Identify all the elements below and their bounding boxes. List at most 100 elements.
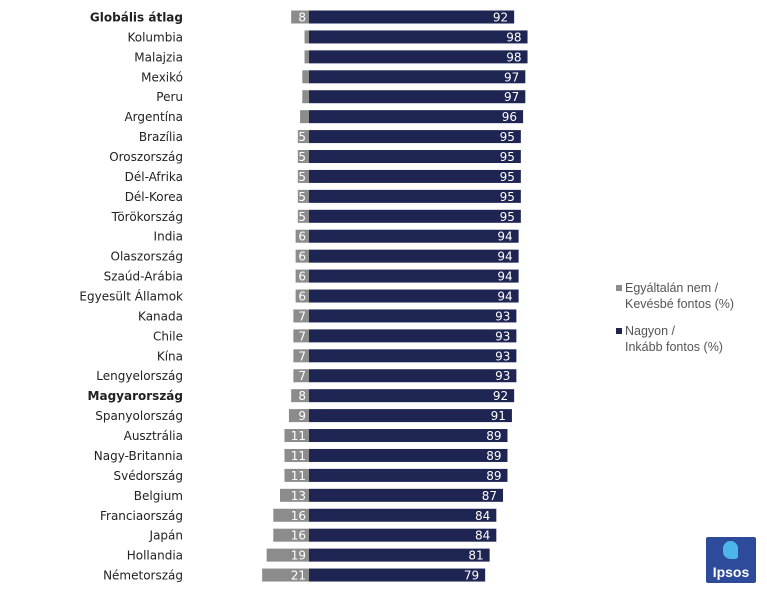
value-label-not-important-brazília: 5 xyxy=(298,130,306,144)
value-label-not-important-japán: 16 xyxy=(291,529,306,543)
bar-important-egyesült-államok xyxy=(309,289,519,303)
value-label-important-franciaország: 84 xyxy=(475,509,490,523)
value-label-important-hollandia: 81 xyxy=(468,549,483,563)
bar-important-svédország xyxy=(309,468,508,482)
category-label-magyarország: Magyarország xyxy=(88,389,183,403)
bar-not-important-kolumbia xyxy=(304,30,309,44)
category-label-nagy-britannia: Nagy-Britannia xyxy=(94,449,183,463)
value-label-not-important-németország: 21 xyxy=(291,569,306,583)
bar-important-olaszország xyxy=(309,249,519,263)
bar-important-hollandia xyxy=(309,548,490,562)
category-label-ausztrália: Ausztrália xyxy=(124,429,183,443)
legend-swatch-gray xyxy=(616,285,622,291)
category-label-kolumbia: Kolumbia xyxy=(127,30,183,44)
bar-important-kanada xyxy=(309,309,517,323)
value-label-important-mexikó: 97 xyxy=(504,70,519,84)
bar-not-important-egyesült-államok xyxy=(295,289,309,303)
value-label-not-important-chile: 7 xyxy=(298,329,306,343)
bar-not-important-németország xyxy=(262,568,309,582)
value-label-not-important-dél-korea: 5 xyxy=(298,190,306,204)
bar-important-chile xyxy=(309,329,517,343)
category-label-peru: Peru xyxy=(156,90,183,104)
legend-label-not-important: Egyáltalán nem / Kevésbé fontos (%) xyxy=(625,281,735,311)
legend-item-important: Nagyon / Inkább fontos (%) xyxy=(616,323,764,355)
bar-important-franciaország xyxy=(309,508,497,522)
value-label-not-important-franciaország: 16 xyxy=(291,509,306,523)
bar-important-dél-afrika xyxy=(309,169,521,183)
value-label-important-oroszország: 95 xyxy=(500,150,515,164)
category-label-malajzia: Malajzia xyxy=(134,50,183,64)
value-label-important-peru: 97 xyxy=(504,90,519,104)
value-label-important-belgium: 87 xyxy=(482,489,497,503)
category-label-franciaország: Franciaország xyxy=(100,509,183,523)
ipsos-logo-mark xyxy=(723,541,738,559)
bar-not-important-ausztrália xyxy=(284,429,309,443)
value-label-important-svédország: 89 xyxy=(486,469,501,483)
category-label-németország: Németország xyxy=(103,569,183,583)
bar-important-dél-korea xyxy=(309,189,521,203)
bar-important-argentína xyxy=(309,110,524,124)
bar-not-important-magyarország xyxy=(291,389,309,403)
value-label-not-important-szaúd-arábia: 6 xyxy=(298,270,306,284)
value-label-important-törökország: 95 xyxy=(500,210,515,224)
value-label-not-important-olaszország: 6 xyxy=(298,250,306,264)
bar-not-important-kína xyxy=(293,349,309,363)
bar-not-important-peru xyxy=(302,90,309,104)
value-label-important-egyesült-államok: 94 xyxy=(497,290,512,304)
value-label-important-szaúd-arábia: 94 xyxy=(497,270,512,284)
value-label-important-lengyelország: 93 xyxy=(495,369,510,383)
bar-not-important-olaszország xyxy=(295,249,309,263)
legend-label-important: Nagyon / Inkább fontos (%) xyxy=(625,324,723,354)
value-label-important-kína: 93 xyxy=(495,349,510,363)
category-label-hollandia: Hollandia xyxy=(127,549,183,563)
bar-important-peru xyxy=(309,90,526,104)
category-label-spanyolország: Spanyolország xyxy=(95,409,183,423)
bar-important-malajzia xyxy=(309,50,528,64)
value-label-important-németország: 79 xyxy=(464,569,479,583)
value-label-not-important-törökország: 5 xyxy=(298,210,306,224)
bar-important-kolumbia xyxy=(309,30,528,44)
category-label-kanada: Kanada xyxy=(138,309,183,323)
category-label-olaszország: Olaszország xyxy=(111,250,183,264)
bar-important-magyarország xyxy=(309,389,515,403)
value-label-important-chile: 93 xyxy=(495,329,510,343)
value-label-important-spanyolország: 91 xyxy=(491,409,506,423)
bar-not-important-dél-korea xyxy=(297,189,309,203)
category-label-svédország: Svédország xyxy=(113,469,183,483)
value-label-not-important-india: 6 xyxy=(298,230,306,244)
ipsos-logo: Ipsos xyxy=(706,537,756,583)
legend-swatch-navy xyxy=(616,328,622,334)
value-label-important-magyarország: 92 xyxy=(493,389,508,403)
bar-important-spanyolország xyxy=(309,409,512,423)
bar-important-mexikó xyxy=(309,70,526,84)
category-label-argentína: Argentína xyxy=(124,110,183,124)
value-label-important-malajzia: 98 xyxy=(506,50,521,64)
category-label-dél-korea: Dél-Korea xyxy=(125,190,183,204)
value-label-important-nagy-britannia: 89 xyxy=(486,449,501,463)
bar-not-important-hollandia xyxy=(266,548,309,562)
value-label-important-kolumbia: 98 xyxy=(506,30,521,44)
bar-important-kína xyxy=(309,349,517,363)
bar-important-brazília xyxy=(309,130,521,144)
bar-not-important-globális-átlag xyxy=(291,10,309,24)
bar-not-important-dél-afrika xyxy=(297,169,309,183)
bar-not-important-brazília xyxy=(297,130,309,144)
value-label-not-important-oroszország: 5 xyxy=(298,150,306,164)
value-label-important-dél-korea: 95 xyxy=(500,190,515,204)
value-label-important-ausztrália: 89 xyxy=(486,429,501,443)
category-label-brazília: Brazília xyxy=(139,130,183,144)
bar-important-lengyelország xyxy=(309,369,517,383)
category-label-belgium: Belgium xyxy=(134,489,183,503)
bar-not-important-japán xyxy=(273,528,309,542)
bar-important-szaúd-arábia xyxy=(309,269,519,283)
category-label-japán: Japán xyxy=(149,529,183,543)
value-label-important-globális-átlag: 92 xyxy=(493,11,508,25)
bar-not-important-oroszország xyxy=(297,150,309,164)
value-label-not-important-magyarország: 8 xyxy=(298,389,306,403)
bar-important-belgium xyxy=(309,488,504,502)
category-label-törökország: Törökország xyxy=(111,210,183,224)
legend-item-not-important: Egyáltalán nem / Kevésbé fontos (%) xyxy=(616,280,764,312)
value-label-not-important-kanada: 7 xyxy=(298,309,306,323)
value-label-important-olaszország: 94 xyxy=(497,250,512,264)
bar-not-important-lengyelország xyxy=(293,369,309,383)
